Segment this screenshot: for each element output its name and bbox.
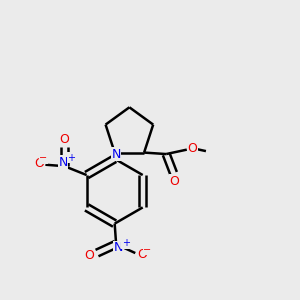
Text: O: O [187, 142, 197, 155]
Text: +: + [122, 238, 130, 248]
Text: −: − [39, 153, 47, 163]
Text: N: N [112, 148, 121, 160]
Text: N: N [58, 156, 68, 169]
Text: O: O [85, 249, 94, 262]
Text: +: + [67, 153, 75, 163]
Text: O: O [169, 175, 179, 188]
Text: O: O [60, 133, 70, 146]
Text: O: O [34, 157, 44, 170]
Text: N: N [114, 241, 123, 254]
Text: O: O [138, 248, 148, 261]
Text: −: − [143, 244, 151, 254]
